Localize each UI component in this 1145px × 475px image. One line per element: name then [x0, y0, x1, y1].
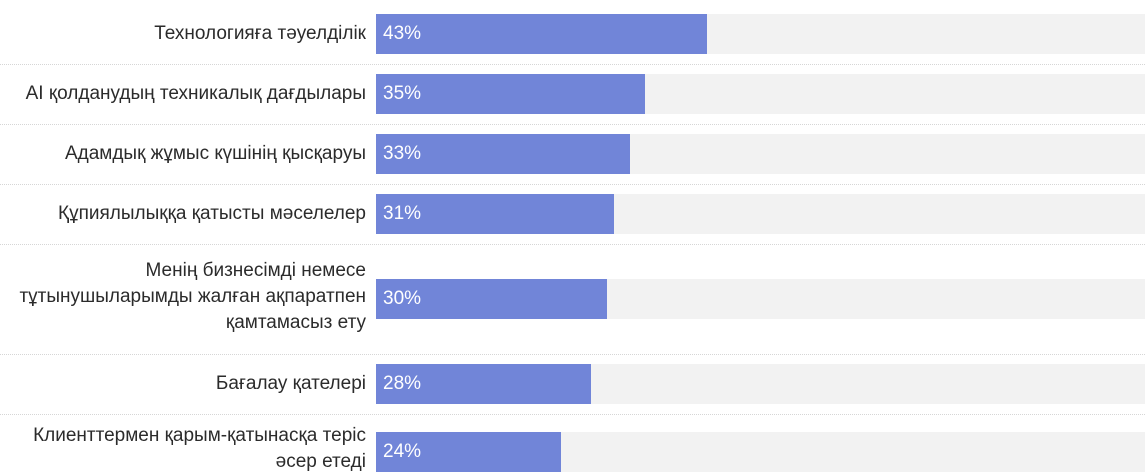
value-label: 31% — [383, 203, 422, 224]
bar: 35% — [376, 74, 646, 114]
row-divider — [0, 414, 1145, 415]
value-label: 35% — [383, 83, 422, 104]
bar-track: 30% — [376, 279, 1145, 319]
value-label: 33% — [383, 143, 422, 164]
category-label-line: Құпиялылыққа қатысты мәселелер — [58, 203, 366, 224]
category-label-line: қамтамасыз ету — [225, 312, 366, 333]
category-label-line: Технологияға тәуелділік — [154, 23, 366, 44]
value-label: 30% — [383, 288, 422, 309]
category-label-line: AI қолданудың техникалық дағдылары — [25, 83, 366, 104]
row-divider — [0, 184, 1145, 185]
value-label: 43% — [383, 23, 422, 44]
bar: 43% — [376, 14, 707, 54]
category-label: Менің бизнесімді немесе тұтынушыларымды ж… — [0, 258, 366, 336]
bar-track: 35% — [376, 74, 1145, 114]
category-label-line: Бағалау қателері — [215, 373, 366, 394]
category-label: AI қолданудың техникалық дағдылары — [0, 81, 366, 107]
bar: 31% — [376, 194, 615, 234]
bar: 30% — [376, 279, 607, 319]
row-divider — [0, 124, 1145, 125]
category-label: Бағалау қателері — [0, 371, 366, 397]
bar-track: 33% — [376, 134, 1145, 174]
bar: 28% — [376, 364, 592, 404]
bar-track: 43% — [376, 14, 1145, 54]
bar: 24% — [376, 432, 561, 472]
bar: 33% — [376, 134, 630, 174]
row-divider — [0, 64, 1145, 65]
row-divider — [0, 244, 1145, 245]
category-label-line: тұтынушыларымды жалған ақпаратпен — [19, 286, 366, 307]
value-label: 24% — [383, 441, 422, 462]
bar-track: 31% — [376, 194, 1145, 234]
category-label: Адамдық жұмыс күшінің қысқаруы — [0, 141, 366, 167]
bar-track: 24% — [376, 432, 1145, 472]
category-label: Технологияға тәуелділік — [0, 21, 366, 47]
category-label: Клиенттермен қарым-қатынасқа теріс әсер е… — [0, 423, 366, 475]
category-label-line: Адамдық жұмыс күшінің қысқаруы — [64, 143, 366, 164]
category-label: Құпиялылыққа қатысты мәселелер — [0, 201, 366, 227]
category-label-line: Клиенттермен қарым-қатынасқа теріс — [33, 425, 366, 446]
category-label-line: Менің бизнесімді немесе — [145, 260, 367, 281]
row-divider — [0, 354, 1145, 355]
category-label-line: әсер етеді — [275, 451, 366, 472]
value-label: 28% — [383, 373, 422, 394]
bar-track: 28% — [376, 364, 1145, 404]
